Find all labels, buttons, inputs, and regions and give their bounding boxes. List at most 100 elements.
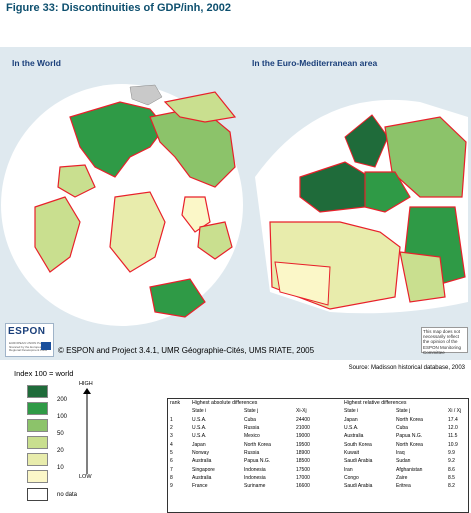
table-cell: Russia [244, 425, 260, 432]
table-cell: Afghanistan [396, 466, 423, 473]
table-cell: U.S.A. [344, 425, 359, 432]
table-cell: U.S.A. [192, 433, 207, 440]
table-cell: 21000 [296, 425, 310, 432]
legend-high-label: HIGH [79, 381, 93, 387]
map-disclaimer: This map does not necessarily reflect th… [421, 327, 468, 355]
table-cell: 8.6 [448, 466, 455, 473]
copyright-credit: © ESPON and Project 3.4.1, UMR Géographi… [58, 346, 315, 355]
table-cell: Japan [192, 441, 206, 448]
rel-state-i-header: State i [344, 408, 359, 415]
euromed-map-label: In the Euro-Mediterranean area [252, 58, 378, 68]
table-row: 3 U.S.A. Mexico 19000 Australia Papua N.G. 11.… [168, 432, 463, 440]
world-map [1, 84, 243, 326]
table-cell: Iraq [396, 449, 405, 456]
differences-table: rank Highest absolute differences Highes… [167, 398, 469, 513]
table-cell: Zaire [396, 474, 408, 481]
figure-title: Figure 33: Discontinuities of GDP/inh, 2… [6, 2, 231, 14]
table-row: 6 Australia Papua N.G. 18500 Saudi Arabia Sud… [168, 457, 463, 465]
table-cell: 18500 [296, 458, 310, 465]
table-cell: Japan [344, 416, 358, 423]
table-cell: 9.2 [448, 458, 455, 465]
table-cell: 6 [170, 458, 173, 465]
legend-title: Index 100 = world [14, 369, 74, 378]
world-land-greenland [129, 84, 163, 106]
table-cell: 5 [170, 449, 173, 456]
table-row: 8 Australia Indonesia 17000 Congo Zaire 8.5 [168, 474, 463, 482]
table-cell: Eritrea [396, 483, 411, 490]
table-cell: Indonesia [244, 466, 266, 473]
table-cell: Congo [344, 474, 359, 481]
world-land-south-america [34, 196, 81, 273]
abs-diff-header: Xi-Xj [296, 408, 307, 415]
table-cell: 17.4 [448, 416, 458, 423]
table-cell: Australia [344, 433, 364, 440]
euromed-land-eastern-europe [364, 171, 411, 213]
legend-swatch [27, 470, 48, 483]
table-cell: 8 [170, 474, 173, 481]
espon-logo-text: ESPON [8, 326, 46, 337]
eu-flag-icon [41, 342, 51, 350]
table-cell: Russia [244, 449, 260, 456]
euromed-land-sahel [274, 261, 331, 306]
table-cell: Mexico [244, 433, 260, 440]
table-row: 2 U.S.A. Russia 21000 U.S.A. Cuba 12.0 [168, 424, 463, 432]
legend-swatch [27, 385, 48, 398]
table-cell: Iran [344, 466, 353, 473]
table-cell: Papua N.G. [396, 433, 423, 440]
table-cell: North Korea [396, 416, 423, 423]
world-land-russia [163, 91, 237, 123]
table-cell: Australia [192, 474, 212, 481]
table-cell: 8.2 [448, 483, 455, 490]
legend-threshold-label: 200 [57, 397, 68, 403]
legend-threshold-label: 100 [57, 414, 68, 420]
table-cell: U.S.A. [192, 425, 207, 432]
table-cell: Singapore [192, 466, 215, 473]
world-land-mexico [57, 164, 96, 198]
table-cell: Cuba [396, 425, 408, 432]
table-cell: Australia [192, 458, 212, 465]
table-cell: Sudan [396, 458, 411, 465]
rel-diff-header: Xi / Xj [448, 408, 462, 415]
table-cell: North Korea [244, 441, 271, 448]
table-cell: Papua N.G. [244, 458, 271, 465]
table-group-header-row: rank Highest absolute differences Highes… [168, 399, 463, 407]
map-panel: In the World In the Euro-Mediterranean a… [0, 47, 471, 360]
table-cell: 19000 [296, 433, 310, 440]
table-cell: 11.5 [448, 433, 458, 440]
table-cell: North Korea [396, 441, 423, 448]
euromed-map [255, 99, 468, 314]
table-cell: 8.5 [448, 474, 455, 481]
table-cell: 9.9 [448, 449, 455, 456]
table-cell: 17000 [296, 474, 310, 481]
espon-logo: ESPON EUROPEAN UNION Part-financed by th… [5, 323, 54, 357]
legend-threshold-label: 10 [57, 465, 64, 471]
table-sub-header-row: State i State j Xi-Xj State i State j Xi… [168, 407, 463, 415]
table-cell: Cuba [244, 416, 256, 423]
table-cell: Kuwait [344, 449, 360, 456]
rank-header: rank [170, 400, 181, 407]
table-cell: 12.0 [448, 425, 458, 432]
table-cell: 10.9 [448, 441, 458, 448]
table-row: 5 Norway Russia 18900 Kuwait Iraq 9.9 [168, 449, 463, 457]
legend-threshold-label: 20 [57, 448, 64, 454]
table-cell: 1 [170, 416, 173, 423]
table-cell: U.S.A. [192, 416, 207, 423]
rel-state-j-header: State j [396, 408, 411, 415]
maps-svg [1, 84, 468, 326]
world-land-north-america [69, 101, 166, 178]
table-cell: Saudi Arabia [344, 483, 373, 490]
table-cell: France [192, 483, 208, 490]
legend-swatch [27, 436, 48, 449]
table-cell: 24400 [296, 416, 310, 423]
table-row: 7 Singapore Indonesia 17500 Iran Afghanistan 8… [168, 465, 463, 473]
table-cell: 2 [170, 425, 173, 432]
table-cell: Suriname [244, 483, 266, 490]
world-land-australia [149, 278, 206, 318]
legend-swatch [27, 402, 48, 415]
table-cell: 17500 [296, 466, 310, 473]
table-cell: 18900 [296, 449, 310, 456]
table-cell: 19500 [296, 441, 310, 448]
table-row: 9 France Suriname 16600 Saudi Arabia Eritrea 8… [168, 482, 463, 490]
abs-state-i-header: State i [192, 408, 207, 415]
legend-threshold-label: 50 [57, 431, 64, 437]
